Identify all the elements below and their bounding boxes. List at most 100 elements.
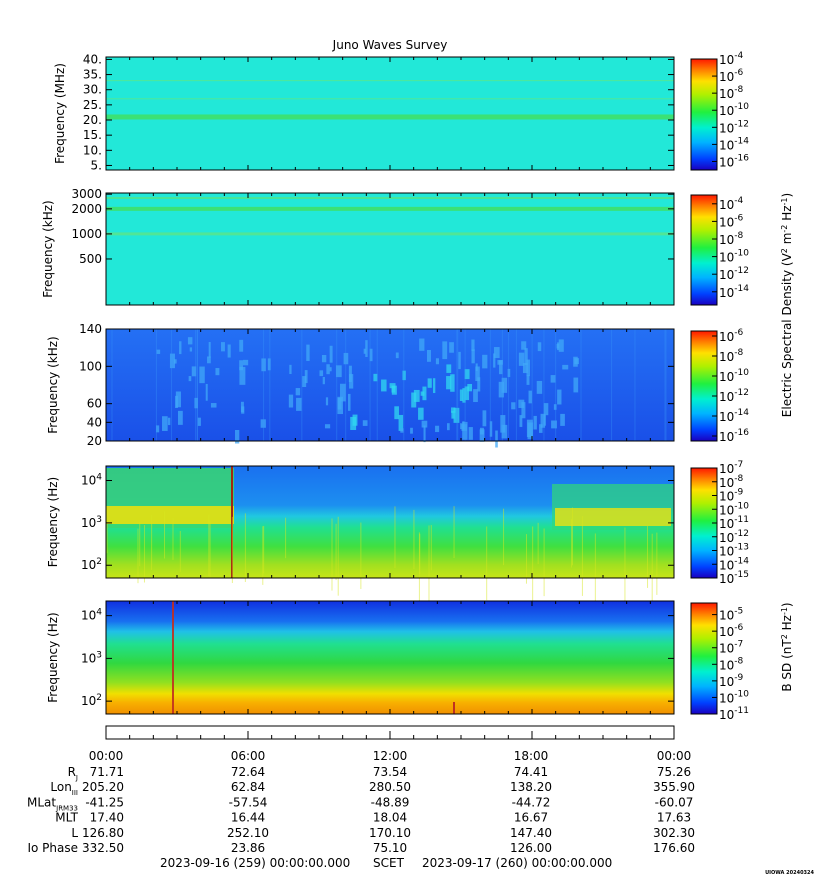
emission-patch (324, 424, 331, 429)
emission-patch (540, 413, 546, 428)
ephemeris-value: 205.20 (82, 780, 124, 794)
emission-patch (369, 348, 373, 362)
time-streak (376, 329, 378, 441)
emission-patch (322, 376, 325, 385)
time-streak (664, 329, 666, 441)
emission-patch (325, 397, 329, 406)
emission-patch (162, 416, 168, 431)
x-tick-label: 18:00 (514, 749, 549, 763)
time-streak (336, 329, 338, 441)
emission-patch (295, 388, 301, 396)
colorbar-tick-label: 10-6 (719, 623, 744, 639)
emission-patch (394, 406, 399, 420)
time-streak (525, 534, 527, 584)
emission-patch (453, 407, 460, 423)
time-label: SCET (373, 856, 405, 870)
x-tick-label: 00:00 (89, 749, 124, 763)
emission-patch (208, 342, 211, 358)
emission-patch (402, 370, 406, 381)
emission-patch (471, 349, 475, 364)
ephemeris-value: 170.10 (369, 826, 411, 840)
time-streak (531, 329, 533, 441)
time-streak (106, 509, 108, 554)
emission-patch (459, 389, 463, 401)
time-streak (457, 329, 459, 441)
ephemeris-value: 176.60 (653, 841, 695, 855)
colorbar-gradient (690, 194, 718, 306)
emission-patch (398, 414, 404, 431)
colorbar-tick-label: 10-10 (719, 689, 749, 705)
time-streak (172, 518, 174, 560)
emission-patch (289, 364, 292, 375)
colorbar-tick-label: 10-12 (719, 388, 749, 404)
ephemeris-value: -44.72 (512, 795, 551, 809)
emission-patch (442, 341, 448, 360)
emission-patch (458, 351, 461, 370)
time-streak (571, 519, 573, 568)
emission-patch (288, 394, 294, 408)
emission-patch (348, 365, 352, 383)
ephemeris-value: 72.64 (231, 765, 265, 779)
time-streak (656, 532, 658, 595)
colorbar-tick-label: 10-11 (719, 706, 749, 722)
emission-patch (177, 410, 183, 425)
emission-patch (435, 425, 440, 433)
footer-note: UIOWA 20240324 (765, 870, 814, 876)
y-tick-label: 140 (79, 322, 102, 336)
emission-patch (526, 375, 530, 385)
time-streak (244, 513, 246, 583)
emission-patch (365, 340, 368, 358)
y-tick-label: 40 (87, 415, 102, 429)
time-streak (197, 329, 199, 441)
emission-patch (197, 417, 201, 426)
emission-patch (329, 367, 332, 372)
time-streak (413, 509, 415, 570)
colorbar-tick-label: 10-12 (719, 119, 749, 135)
emission-patch (482, 354, 488, 369)
ephemeris-value: -60.07 (655, 795, 694, 809)
emission-patch (479, 429, 485, 442)
time-streak (345, 329, 347, 441)
emission-patch (167, 417, 171, 426)
spectrogram-hfr-high (106, 57, 674, 170)
time-streak (453, 506, 455, 559)
colorbar-lfr-high: 10-16 10-14 10-12 10-10 10-8 10-6 (690, 328, 749, 444)
emission-patch (573, 377, 579, 393)
time-streak (572, 507, 574, 566)
y-axis-label: Frequency (Hz) (46, 477, 60, 568)
y-axis-label: Frequency (kHz) (41, 200, 55, 297)
emission-patch (521, 341, 527, 350)
emission-patch (373, 373, 378, 382)
emission-patch (450, 374, 455, 392)
emission-patch (497, 359, 504, 365)
emission-patch (215, 368, 220, 376)
emission-patch (391, 385, 397, 395)
y-tick-label: 60 (87, 397, 102, 411)
colorbar-tick-label: 10-6 (719, 213, 744, 229)
colorbar-gradient (690, 330, 718, 442)
time-streak (489, 329, 491, 441)
emission-patch (329, 345, 333, 363)
time-streak (464, 329, 466, 441)
emission-patch (319, 370, 324, 377)
emission-patch (447, 423, 450, 431)
ephemeris-value: 16.67 (514, 811, 548, 825)
y-axis-label: Frequency (kHz) (46, 336, 60, 433)
ephemeris-table: RJ 71.71 72.64 73.54 74.41 75.26 LonIII 205.20 6… (27, 765, 695, 855)
colorbar-tick-label: 10-8 (719, 348, 744, 364)
emission-patch (321, 355, 327, 363)
emission-patch (419, 338, 425, 351)
time-streak (651, 533, 653, 603)
emission-patch (451, 407, 456, 413)
emission-patch (499, 360, 503, 375)
emission-patch (553, 404, 557, 410)
time-end: 2023-09-17 (260) 00:00:00.000 (422, 856, 612, 870)
chart-title: Juno Waves Survey (332, 38, 448, 52)
emission-patch (524, 348, 528, 366)
time-streak (555, 329, 557, 441)
colorbar-tick-label: 10-6 (719, 68, 744, 84)
time-streak (537, 522, 539, 565)
time-streak (611, 329, 613, 441)
